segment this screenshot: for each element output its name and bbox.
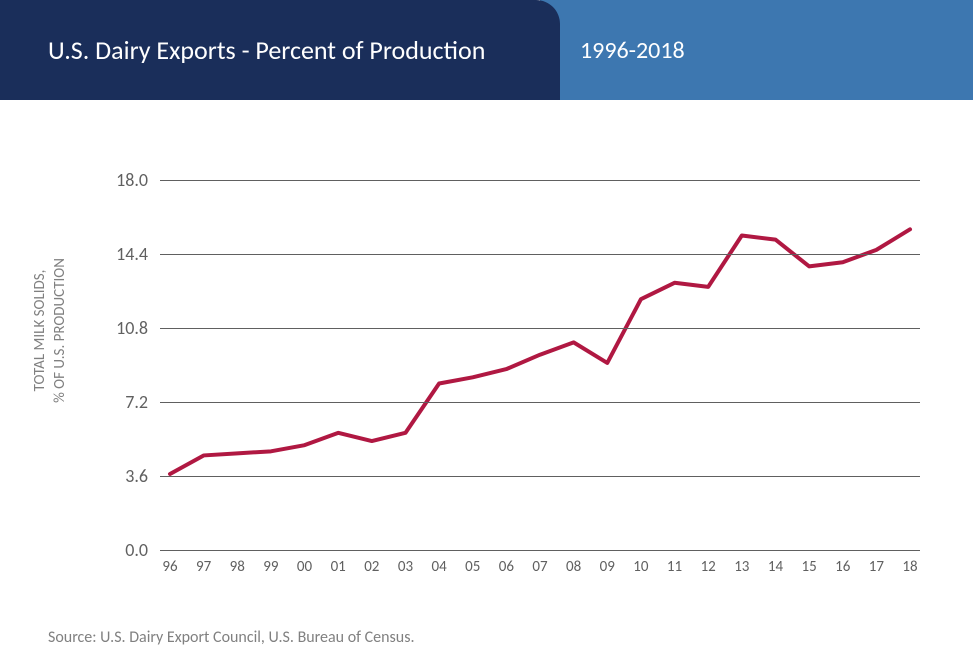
gridline bbox=[160, 180, 920, 181]
gridline bbox=[160, 328, 920, 329]
xtick-label: 03 bbox=[398, 558, 413, 576]
xtick-label: 10 bbox=[633, 558, 648, 576]
source-text: Source: U.S. Dairy Export Council, U.S. … bbox=[48, 628, 414, 647]
gridline bbox=[160, 402, 920, 403]
gridline bbox=[160, 476, 920, 477]
xtick-label: 18 bbox=[902, 558, 917, 576]
xtick-label: 08 bbox=[566, 558, 581, 576]
xtick-label: 16 bbox=[835, 558, 850, 576]
xtick-label: 13 bbox=[734, 558, 749, 576]
chart-title: U.S. Dairy Exports - Percent of Producti… bbox=[0, 0, 560, 100]
xtick-label: 00 bbox=[297, 558, 312, 576]
line-series bbox=[160, 180, 920, 550]
xtick-label: 97 bbox=[196, 558, 211, 576]
ytick-label: 7.2 bbox=[125, 391, 148, 413]
xtick-label: 07 bbox=[532, 558, 547, 576]
ytick-label: 14.4 bbox=[116, 243, 148, 265]
xtick-label: 11 bbox=[667, 558, 682, 576]
chart-area: TOTAL MILK SOLIDS,% OF U.S. PRODUCTION 0… bbox=[0, 100, 973, 620]
gridline bbox=[160, 550, 920, 551]
gridline bbox=[160, 254, 920, 255]
xtick-label: 98 bbox=[230, 558, 245, 576]
xtick-label: 99 bbox=[263, 558, 278, 576]
xtick-label: 09 bbox=[600, 558, 615, 576]
ytick-label: 10.8 bbox=[116, 317, 148, 339]
xtick-label: 96 bbox=[162, 558, 177, 576]
xtick-label: 06 bbox=[499, 558, 514, 576]
ytick-label: 18.0 bbox=[116, 169, 148, 191]
plot-region: 0.03.67.210.814.418.09697989900010203040… bbox=[160, 180, 920, 550]
xtick-label: 14 bbox=[768, 558, 783, 576]
data-line bbox=[170, 229, 910, 474]
header-bar: U.S. Dairy Exports - Percent of Producti… bbox=[0, 0, 973, 100]
xtick-label: 02 bbox=[364, 558, 379, 576]
y-axis-label-wrap: TOTAL MILK SOLIDS,% OF U.S. PRODUCTION bbox=[30, 190, 70, 470]
ytick-label: 0.0 bbox=[125, 539, 148, 561]
xtick-label: 04 bbox=[431, 558, 446, 576]
xtick-label: 15 bbox=[801, 558, 816, 576]
y-axis-label: TOTAL MILK SOLIDS,% OF U.S. PRODUCTION bbox=[31, 258, 70, 403]
xtick-label: 12 bbox=[701, 558, 716, 576]
xtick-label: 17 bbox=[869, 558, 884, 576]
xtick-label: 05 bbox=[465, 558, 480, 576]
xtick-label: 01 bbox=[331, 558, 346, 576]
date-range: 1996-2018 bbox=[540, 0, 973, 100]
ytick-label: 3.6 bbox=[125, 465, 148, 487]
